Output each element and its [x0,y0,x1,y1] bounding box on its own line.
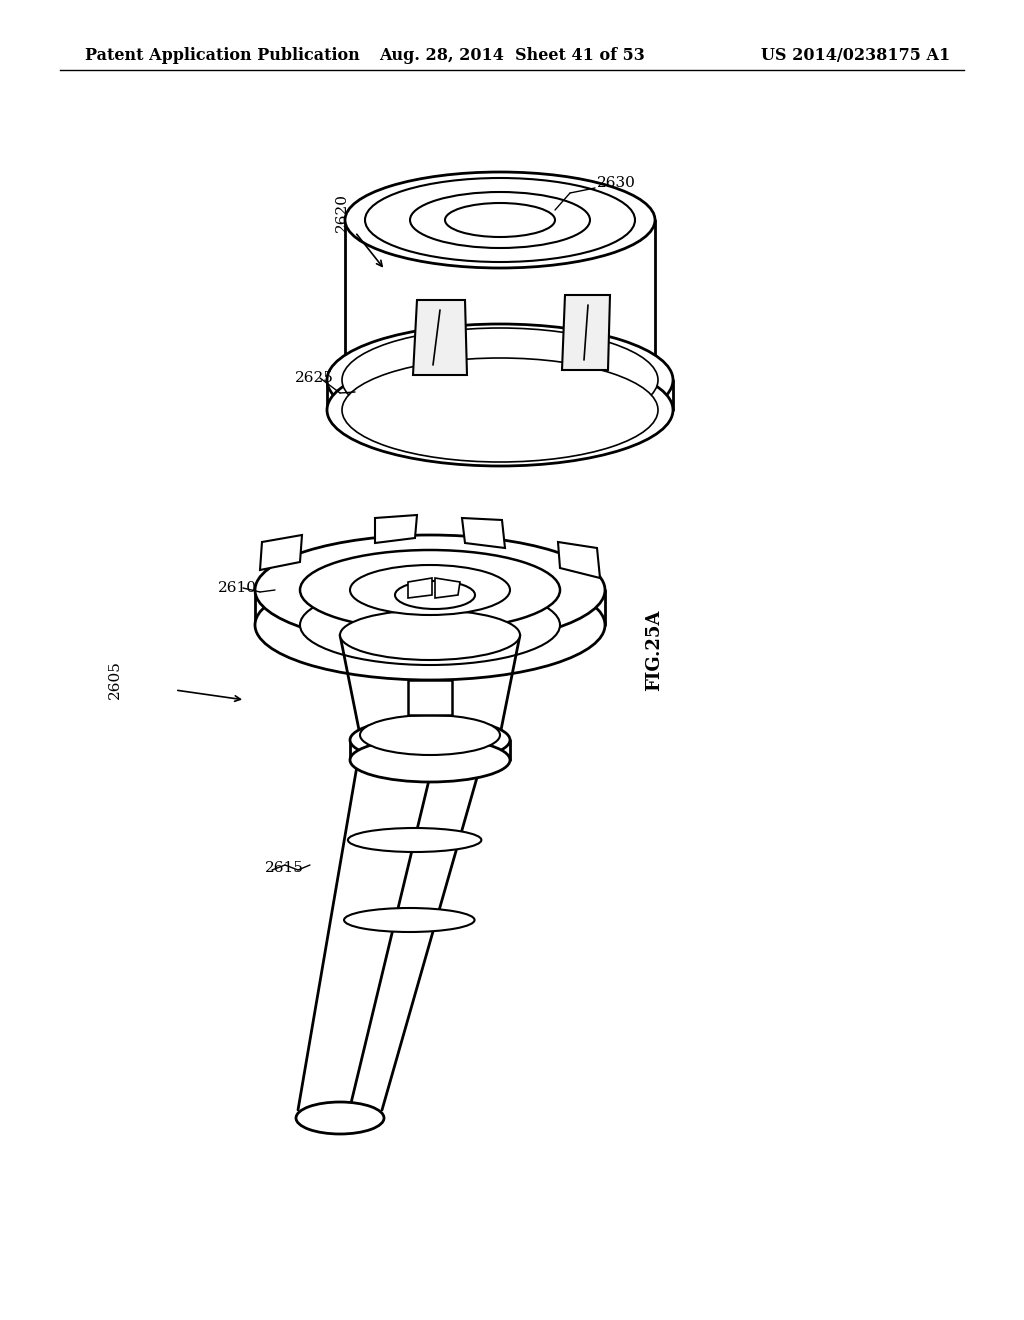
Polygon shape [260,535,302,570]
Text: 2620: 2620 [335,194,349,232]
Polygon shape [462,517,505,548]
Ellipse shape [296,1102,384,1134]
Ellipse shape [340,610,520,660]
Ellipse shape [445,203,555,238]
Ellipse shape [350,565,510,615]
Polygon shape [408,680,452,715]
Ellipse shape [300,585,560,665]
Ellipse shape [255,570,605,680]
Ellipse shape [350,718,510,762]
Polygon shape [413,300,467,375]
Ellipse shape [350,738,510,781]
Text: 2605: 2605 [108,660,122,700]
Text: 2625: 2625 [295,371,334,385]
Text: US 2014/0238175 A1: US 2014/0238175 A1 [761,46,950,63]
Polygon shape [375,515,417,543]
Ellipse shape [327,323,673,436]
Text: 2630: 2630 [597,176,636,190]
Ellipse shape [342,327,658,432]
Ellipse shape [410,191,590,248]
Polygon shape [408,578,432,598]
Text: 2610: 2610 [218,581,257,595]
Ellipse shape [344,908,474,932]
Ellipse shape [300,550,560,630]
Ellipse shape [345,172,655,268]
Text: 2615: 2615 [265,861,304,875]
Ellipse shape [348,828,481,851]
Ellipse shape [365,178,635,261]
Ellipse shape [342,358,658,462]
Polygon shape [558,543,600,578]
Ellipse shape [345,333,655,428]
Ellipse shape [395,581,475,609]
Text: FIG.25A: FIG.25A [645,610,663,690]
Text: Patent Application Publication: Patent Application Publication [85,46,359,63]
Ellipse shape [327,354,673,466]
Ellipse shape [360,715,500,755]
Polygon shape [435,578,460,598]
Text: Aug. 28, 2014  Sheet 41 of 53: Aug. 28, 2014 Sheet 41 of 53 [379,46,645,63]
Ellipse shape [255,535,605,645]
Polygon shape [562,294,610,370]
